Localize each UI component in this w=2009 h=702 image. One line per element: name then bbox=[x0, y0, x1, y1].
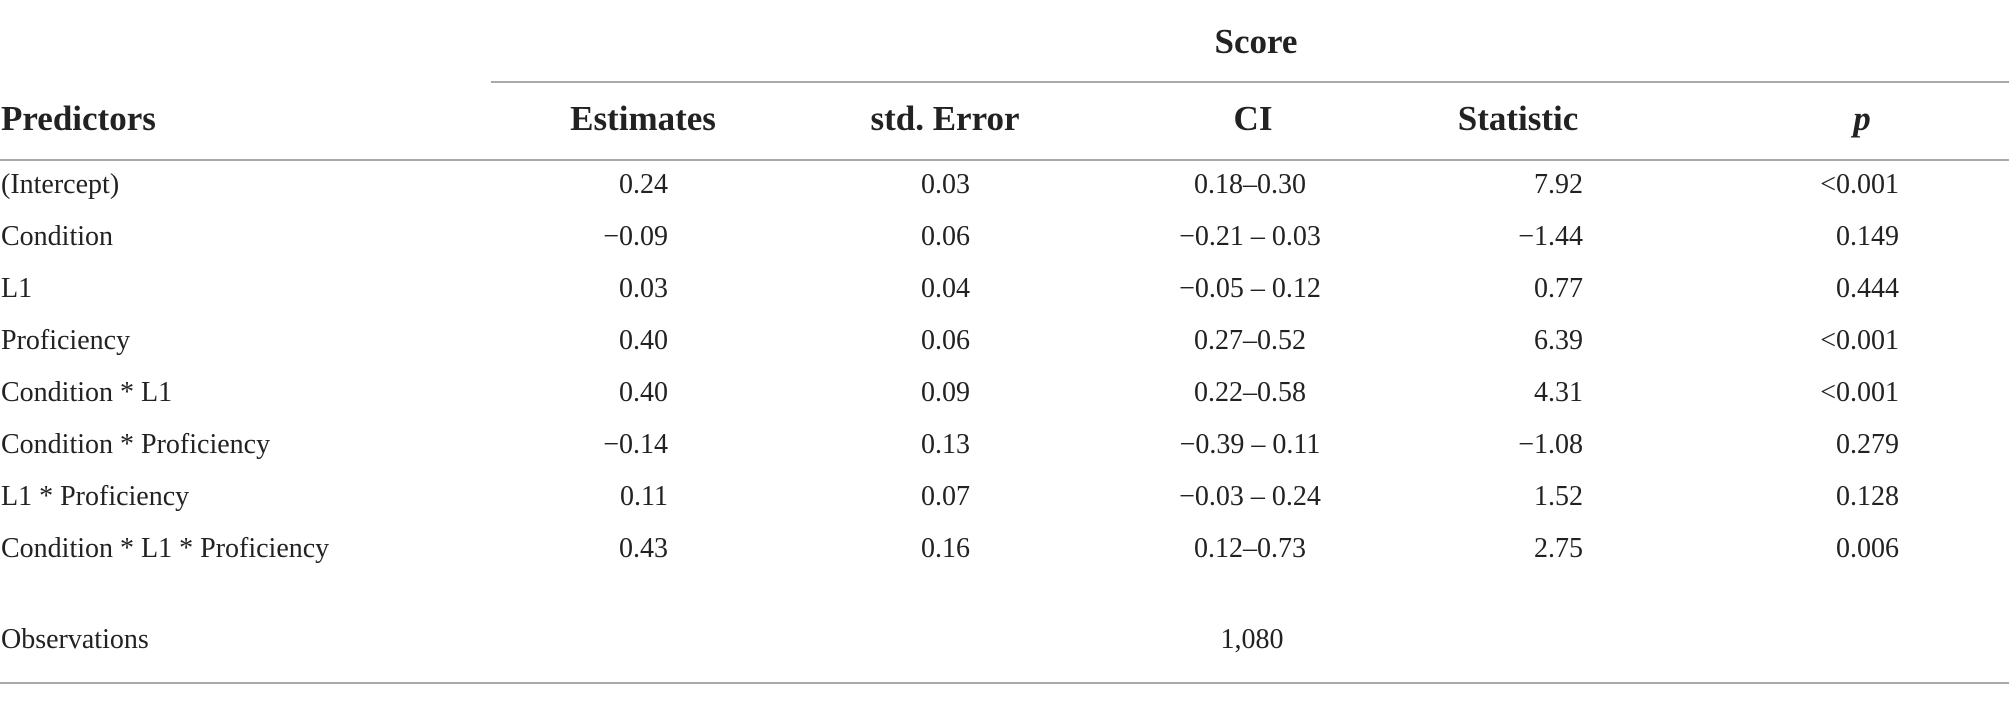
predictor-cell: L1 bbox=[1, 273, 33, 304]
std-error-cell: 0.13 bbox=[921, 429, 970, 460]
predictor-cell: Condition * Proficiency bbox=[1, 429, 271, 460]
predictor-cell: Proficiency bbox=[1, 325, 131, 356]
predictor-cell: L1 * Proficiency bbox=[1, 481, 190, 512]
ci-cell: 0.27–0.52 bbox=[1194, 325, 1306, 356]
group-header-score: Score bbox=[1214, 22, 1298, 61]
std-error-cell: 0.09 bbox=[921, 377, 970, 408]
estimate-cell: 0.43 bbox=[619, 533, 668, 564]
p-value-cell: <0.001 bbox=[1820, 325, 1899, 356]
std-error-cell: 0.16 bbox=[921, 533, 970, 564]
std-error-cell: 0.03 bbox=[921, 169, 970, 200]
std-error-cell: 0.06 bbox=[921, 325, 970, 356]
estimate-cell: 0.40 bbox=[619, 325, 668, 356]
column-header-p: p bbox=[1853, 99, 1871, 138]
statistic-cell: 0.77 bbox=[1534, 273, 1583, 304]
group-header-rule bbox=[491, 81, 2009, 83]
column-header-predictors: Predictors bbox=[1, 99, 156, 138]
predictor-cell: Condition * L1 * Proficiency bbox=[1, 533, 330, 564]
p-value-cell: <0.001 bbox=[1820, 169, 1899, 200]
statistic-cell: −1.08 bbox=[1518, 429, 1583, 460]
bottom-rule bbox=[0, 682, 2009, 684]
statistic-cell: 4.31 bbox=[1534, 377, 1583, 408]
std-error-cell: 0.04 bbox=[921, 273, 970, 304]
p-value-cell: <0.001 bbox=[1820, 377, 1899, 408]
observations-value: 1,080 bbox=[1220, 624, 1284, 655]
statistic-cell: 7.92 bbox=[1534, 169, 1583, 200]
ci-cell: −0.03 – 0.24 bbox=[1179, 481, 1321, 512]
statistic-cell: 6.39 bbox=[1534, 325, 1583, 356]
ci-cell: 0.22–0.58 bbox=[1194, 377, 1306, 408]
p-value-cell: 0.128 bbox=[1836, 481, 1899, 512]
statistic-cell: 1.52 bbox=[1534, 481, 1583, 512]
header-rule bbox=[0, 159, 2009, 161]
p-value-cell: 0.006 bbox=[1836, 533, 1899, 564]
estimate-cell: 0.03 bbox=[619, 273, 668, 304]
column-header-ci: CI bbox=[1233, 99, 1273, 138]
statistic-cell: −1.44 bbox=[1518, 221, 1583, 252]
column-header-std-error: std. Error bbox=[870, 99, 1020, 138]
std-error-cell: 0.07 bbox=[921, 481, 970, 512]
ci-cell: −0.21 – 0.03 bbox=[1179, 221, 1321, 252]
p-value-cell: 0.279 bbox=[1836, 429, 1899, 460]
ci-cell: −0.39 – 0.11 bbox=[1179, 429, 1321, 460]
ci-cell: 0.12–0.73 bbox=[1194, 533, 1306, 564]
estimate-cell: 0.40 bbox=[619, 377, 668, 408]
ci-cell: 0.18–0.30 bbox=[1194, 169, 1306, 200]
std-error-cell: 0.06 bbox=[921, 221, 970, 252]
estimate-cell: −0.14 bbox=[603, 429, 668, 460]
predictor-cell: (Intercept) bbox=[1, 169, 120, 200]
column-header-statistic: Statistic bbox=[1457, 99, 1579, 138]
observations-label: Observations bbox=[1, 624, 149, 655]
p-value-cell: 0.149 bbox=[1836, 221, 1899, 252]
predictor-cell: Condition * L1 bbox=[1, 377, 173, 408]
statistic-cell: 2.75 bbox=[1534, 533, 1583, 564]
p-value-cell: 0.444 bbox=[1836, 273, 1899, 304]
estimate-cell: −0.09 bbox=[603, 221, 668, 252]
estimate-cell: 0.24 bbox=[619, 169, 668, 200]
predictor-cell: Condition bbox=[1, 221, 114, 252]
column-header-estimates: Estimates bbox=[570, 99, 716, 138]
estimate-cell: 0.11 bbox=[620, 481, 668, 512]
ci-cell: −0.05 – 0.12 bbox=[1179, 273, 1321, 304]
